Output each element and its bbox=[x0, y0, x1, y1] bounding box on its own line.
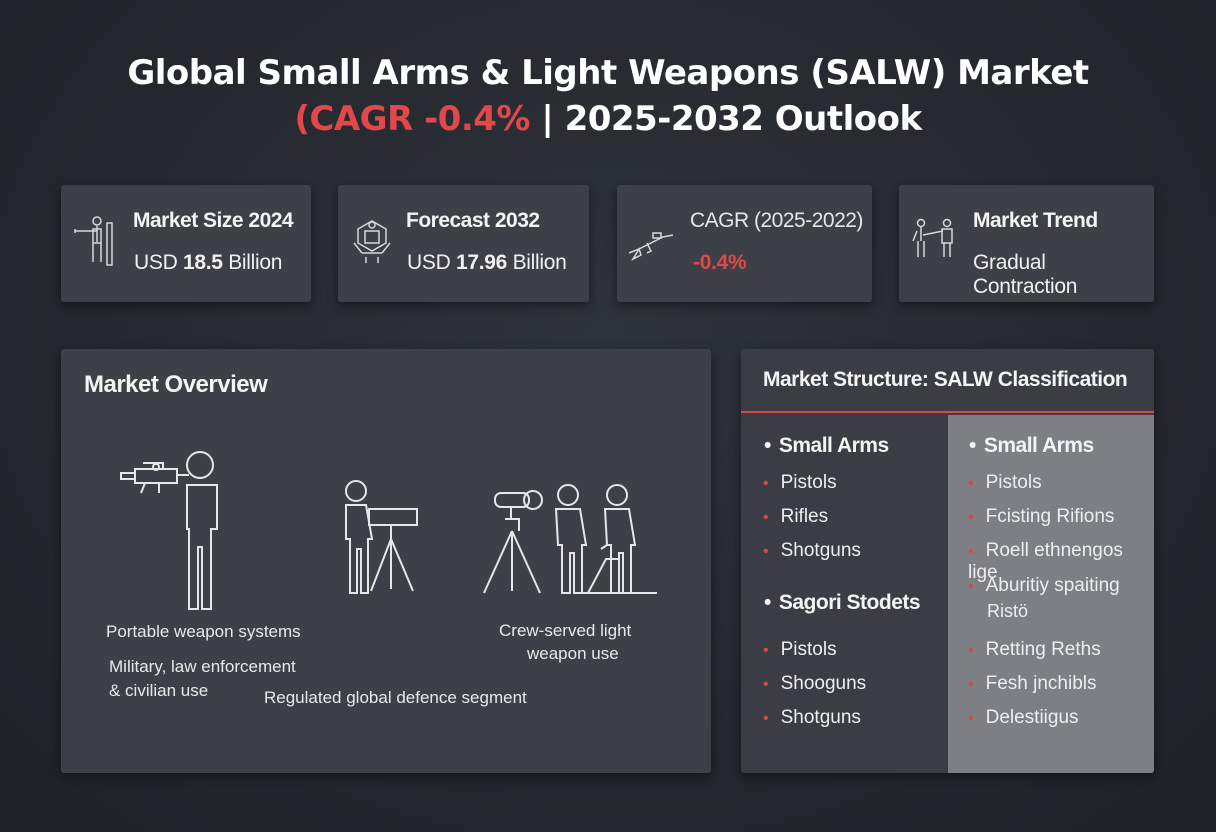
left-item: Rifles bbox=[763, 506, 829, 528]
left-heading-2: Sagori Stodets bbox=[764, 591, 921, 615]
caption-regulated: Regulated global defence segment bbox=[264, 688, 527, 707]
right-item: Aburitiy spaiting bbox=[968, 575, 1120, 597]
market-structure-title: Market Structure: SALW Classification bbox=[763, 368, 1128, 391]
market-structure-panel: Market Structure: SALW Classification Sm… bbox=[741, 349, 1154, 773]
right-item: Fcisting Rifions bbox=[968, 506, 1115, 528]
observer-figure-icon bbox=[345, 480, 418, 594]
left-item: Pistols bbox=[763, 639, 837, 661]
equipment-icon bbox=[353, 220, 391, 263]
title-line-1: Global Small Arms & Light Weapons (SALW)… bbox=[127, 53, 1089, 93]
right-item: Delestiigus bbox=[968, 707, 1079, 729]
forecast-value: USD 17.96 Billion bbox=[407, 251, 567, 274]
right-item: Pistols bbox=[968, 472, 1042, 494]
left-heading-1: Small Arms bbox=[764, 434, 889, 458]
market-size-label: Market Size 2024 bbox=[133, 209, 294, 232]
left-item: Shooguns bbox=[763, 673, 867, 695]
right-item: Retting Reths bbox=[968, 639, 1101, 661]
rifleman-icon bbox=[74, 216, 113, 266]
rifleman-figure-icon bbox=[120, 451, 218, 610]
title-cagr: (CAGR -0.4% bbox=[294, 99, 530, 139]
right-heading-1: Small Arms bbox=[969, 434, 1094, 458]
left-item: Pistols bbox=[763, 472, 837, 494]
forecast-card: Forecast 2032 USD 17.96 Billion bbox=[338, 185, 589, 302]
market-trend-label: Market Trend bbox=[973, 209, 1098, 232]
title-outlook: | 2025-2032 Outlook bbox=[529, 99, 922, 139]
right-item: Fesh jnchibls bbox=[968, 673, 1097, 695]
left-item: Shotguns bbox=[763, 540, 861, 562]
caption-crew-2: weapon use bbox=[527, 644, 619, 663]
market-overview-title: Market Overview bbox=[84, 371, 268, 398]
cagr-value: -0.4% bbox=[693, 251, 747, 274]
title-line-2: (CAGR -0.4% | 2025-2032 Outlook bbox=[0, 96, 1216, 142]
crew-team-icon bbox=[483, 484, 657, 594]
soldiers-icon bbox=[912, 218, 953, 257]
cagr-card: CAGR (2025-2022) -0.4% bbox=[617, 185, 872, 302]
forecast-label: Forecast 2032 bbox=[406, 209, 540, 232]
market-size-value: USD 18.5 Billion bbox=[134, 251, 283, 274]
market-size-card: Market Size 2024 USD 18.5 Billion bbox=[61, 185, 311, 302]
market-structure-header: Market Structure: SALW Classification bbox=[741, 349, 1154, 413]
caption-portable: Portable weapon systems bbox=[106, 622, 301, 641]
market-overview-panel: Market Overview Portable weapon systems … bbox=[61, 349, 711, 773]
left-item: Shotguns bbox=[763, 707, 861, 729]
market-trend-value: Gradual Contraction bbox=[973, 251, 1078, 298]
page-title: Global Small Arms & Light Weapons (SALW)… bbox=[0, 50, 1216, 142]
rifle-icon bbox=[628, 232, 674, 261]
cagr-label: CAGR (2025-2022) bbox=[690, 209, 863, 232]
caption-military-2: & civilian use bbox=[109, 681, 209, 700]
market-trend-card: Market Trend Gradual Contraction bbox=[899, 185, 1154, 302]
caption-military-1: Military, law enforcement bbox=[109, 657, 296, 676]
right-item-continuation: Ristö bbox=[987, 601, 1029, 621]
overview-illustration bbox=[120, 451, 657, 610]
caption-crew-1: Crew-served light bbox=[499, 621, 632, 640]
